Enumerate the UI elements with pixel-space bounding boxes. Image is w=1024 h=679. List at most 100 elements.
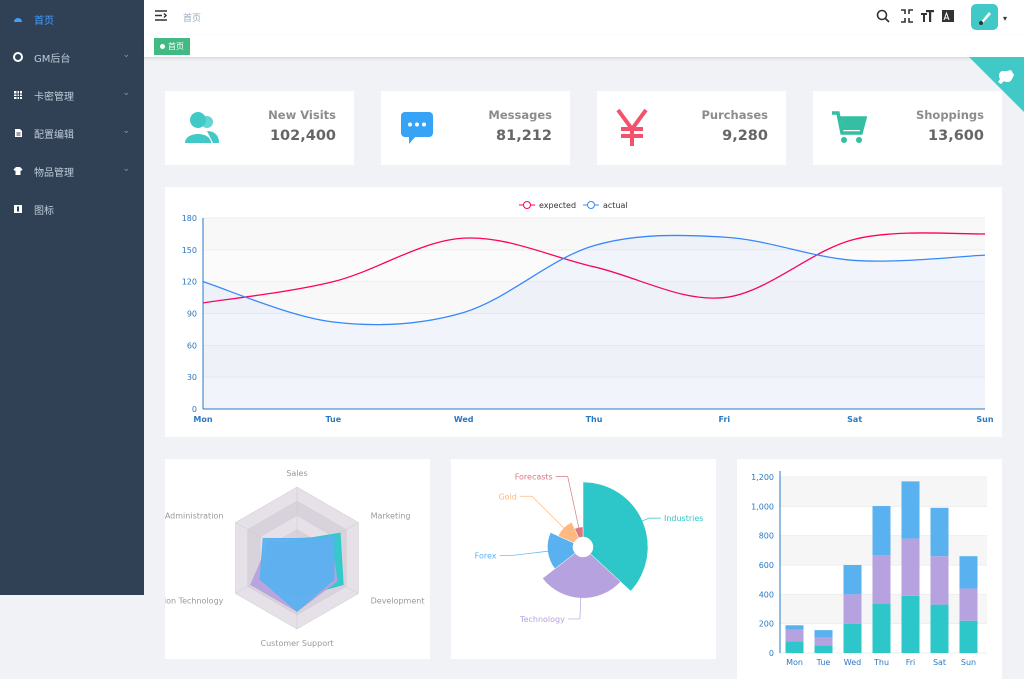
pie-leader <box>640 517 661 523</box>
menu-item[interactable]: GM后台 ⌄ <box>0 38 144 76</box>
legend-marker <box>523 201 531 209</box>
avatar-caret[interactable]: ▾ <box>1003 14 1008 23</box>
line <box>202 234 986 326</box>
menu-arrow: ⌄ <box>122 88 130 98</box>
radar-indicator-label: Administration <box>165 512 223 521</box>
y-tick-label: 600 <box>759 561 774 570</box>
panel-value: 9,280 <box>722 128 768 144</box>
x-tick-label: Thu <box>873 658 889 667</box>
menu-label: 图标 <box>34 206 54 217</box>
x-tick-label: Sun <box>961 658 976 667</box>
line <box>202 232 986 304</box>
github-corner[interactable] <box>969 57 1024 112</box>
panel-icon <box>401 112 433 144</box>
menu-arrow: ⌄ <box>122 126 130 136</box>
radar-chart-card: Sales Administration Information Technolog… <box>165 459 430 659</box>
x-tick-label: Sun <box>976 415 993 424</box>
menu-item[interactable]: 卡密管理 ⌄ <box>0 76 144 114</box>
legend-marker <box>587 201 595 209</box>
menu-arrow: ⌄ <box>122 50 130 60</box>
x-tick-label: Sat <box>847 415 862 424</box>
panel-card[interactable]: Messages 81,212 <box>381 91 570 165</box>
pie-label: Gold <box>498 492 516 501</box>
y-tick-label: 150 <box>182 246 197 255</box>
y-tick-label: 200 <box>759 620 774 629</box>
menu-item[interactable]: 首页 <box>0 0 144 38</box>
panel-value: 81,212 <box>496 128 552 144</box>
y-tick-label: 180 <box>182 214 197 223</box>
menu-item[interactable]: 物品管理 ⌄ <box>0 152 144 190</box>
size-icon[interactable] <box>921 10 934 22</box>
panel-title: New Visits <box>268 108 336 122</box>
y-tick-label: 30 <box>187 373 197 382</box>
tag[interactable]: 首页 <box>154 38 190 55</box>
panel-icon <box>185 112 219 143</box>
line-chart-card: 0 30 60 90 120 150 180 Mon Tue Wed Thu Fri Sat Sun exp… <box>165 187 1002 437</box>
menu-label: 首页 <box>34 16 54 27</box>
search-icon[interactable] <box>876 9 890 23</box>
menu-icon <box>14 18 22 22</box>
line-area <box>203 235 985 409</box>
panel-value: 102,400 <box>269 128 336 144</box>
pie-slice <box>582 481 649 592</box>
menu-icon <box>14 91 22 99</box>
bar-segment <box>930 556 949 605</box>
bar-segment <box>901 595 920 653</box>
bar-segment <box>930 507 949 557</box>
bar-segment <box>843 594 862 624</box>
y-tick-label: 0 <box>192 405 197 414</box>
menu-arrow: ⌄ <box>122 164 130 174</box>
menu-label: GM后台 <box>34 54 71 65</box>
menu-item[interactable]: 图标 <box>0 190 144 228</box>
pie-label: Technology <box>519 615 565 624</box>
grid-band <box>203 345 985 378</box>
x-tick-label: Tue <box>816 658 831 667</box>
panel-icon <box>616 109 648 146</box>
pie-slice <box>574 526 584 539</box>
y-tick-label: 0 <box>769 649 774 658</box>
menu-icon <box>13 52 23 62</box>
breadcrumb[interactable]: 首页 <box>183 14 202 24</box>
y-tick-label: 1,000 <box>751 502 774 511</box>
bar-segment <box>872 506 891 556</box>
hamburger[interactable] <box>155 10 167 21</box>
panel-card[interactable]: Shoppings 13,600 <box>813 91 1002 165</box>
avatar[interactable] <box>971 4 998 30</box>
pie-leader <box>519 495 566 530</box>
radar-indicator-label: Sales <box>286 469 307 478</box>
language-icon[interactable] <box>942 10 954 22</box>
panel-card[interactable]: New Visits 102,400 <box>165 91 354 165</box>
tag-label: 首页 <box>168 42 184 51</box>
grid-band <box>203 218 985 250</box>
bar-segment <box>959 556 978 589</box>
pie-leader <box>555 476 580 530</box>
bar-segment <box>843 623 862 653</box>
pie-leader <box>499 550 550 556</box>
menu-icon <box>13 167 23 175</box>
menu-label: 配置编辑 <box>34 130 74 141</box>
fullscreen-icon[interactable] <box>901 9 913 23</box>
pie-chart: Industries Technology Forex Gold Forecasts <box>475 473 704 624</box>
bar-segment <box>959 588 978 621</box>
pie-slice <box>542 552 622 599</box>
bar-segment <box>843 565 862 595</box>
menu-icon <box>15 129 22 137</box>
panel-title: Messages <box>488 108 552 122</box>
bar-segment <box>930 604 949 653</box>
pie-slice <box>547 532 576 570</box>
panel-title: Purchases <box>701 108 768 122</box>
panel-card[interactable]: Purchases 9,280 <box>597 91 786 165</box>
panel-value: 13,600 <box>928 128 984 144</box>
bar-segment <box>785 629 804 642</box>
x-tick-label: Wed <box>844 658 861 667</box>
legend-label: actual <box>603 201 628 210</box>
x-tick-label: Thu <box>586 415 603 424</box>
y-tick-label: 800 <box>759 532 774 541</box>
bar-segment <box>872 555 891 605</box>
bar-segment <box>814 630 833 638</box>
grid-band <box>203 249 985 282</box>
navbar-tools <box>876 9 954 23</box>
menu-item[interactable]: 配置编辑 ⌄ <box>0 114 144 152</box>
